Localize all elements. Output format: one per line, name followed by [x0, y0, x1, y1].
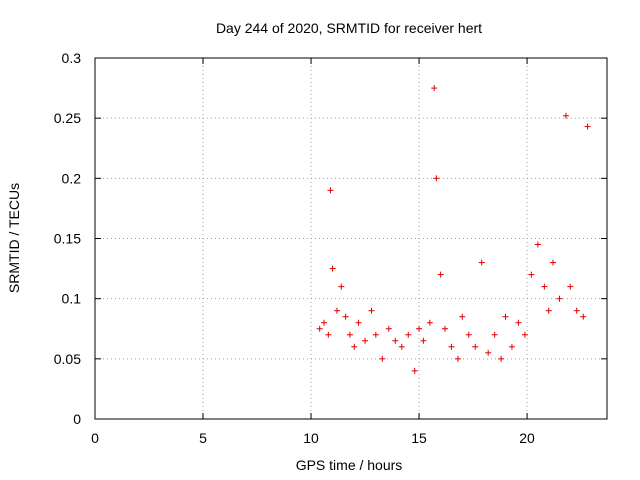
data-point: [491, 331, 498, 338]
data-point: [573, 307, 580, 314]
data-point: [316, 325, 323, 332]
data-point: [567, 283, 574, 290]
grid: [95, 58, 607, 419]
data-point: [368, 307, 375, 314]
data-point: [405, 331, 412, 338]
data-point: [521, 331, 528, 338]
x-tick-label: 10: [303, 430, 319, 446]
data-point: [411, 367, 418, 374]
data-point: [431, 85, 438, 92]
data-point: [448, 343, 455, 350]
x-tick-label: 15: [411, 430, 427, 446]
data-point: [502, 313, 509, 320]
data-point: [420, 337, 427, 344]
data-point: [329, 265, 336, 272]
data-point: [392, 337, 399, 344]
data-point: [485, 349, 492, 356]
data-point: [549, 259, 556, 266]
x-tick-label: 20: [519, 430, 535, 446]
data-point: [355, 319, 362, 326]
x-axis-ticks: 0 5 10 15 20: [91, 58, 535, 446]
data-point: [541, 283, 548, 290]
data-point: [416, 325, 423, 332]
y-tick-label: 0.2: [62, 170, 82, 186]
data-point: [459, 313, 466, 320]
data-point: [498, 355, 505, 362]
data-point: [338, 283, 345, 290]
data-point: [580, 313, 587, 320]
data-point: [342, 313, 349, 320]
data-point: [372, 331, 379, 338]
y-tick-label: 0.3: [62, 50, 82, 66]
y-axis-label: SRMTID / TECUs: [6, 183, 22, 293]
y-tick-label: 0.15: [54, 231, 81, 247]
y-tick-label: 0.25: [54, 110, 81, 126]
x-axis-label: GPS time / hours: [296, 457, 403, 473]
y-tick-label: 0.05: [54, 351, 81, 367]
data-point: [534, 241, 541, 248]
data-point: [351, 343, 358, 350]
data-point: [385, 325, 392, 332]
data-point: [320, 319, 327, 326]
data-point: [379, 355, 386, 362]
x-tick-label: 0: [91, 430, 99, 446]
data-points: [316, 85, 591, 374]
data-point: [327, 187, 334, 194]
data-point: [454, 355, 461, 362]
data-point: [465, 331, 472, 338]
y-tick-label: 0.1: [62, 291, 82, 307]
data-point: [441, 325, 448, 332]
data-point: [362, 337, 369, 344]
y-tick-label: 0: [73, 411, 81, 427]
x-tick-label: 5: [199, 430, 207, 446]
data-point: [398, 343, 405, 350]
data-point: [346, 331, 353, 338]
data-point: [472, 343, 479, 350]
data-point: [433, 175, 440, 182]
chart-title: Day 244 of 2020, SRMTID for receiver her…: [216, 20, 482, 36]
data-point: [325, 331, 332, 338]
data-point: [556, 295, 563, 302]
data-point: [528, 271, 535, 278]
data-point: [508, 343, 515, 350]
data-point: [562, 112, 569, 119]
data-point: [584, 123, 591, 130]
data-point: [426, 319, 433, 326]
data-point: [478, 259, 485, 266]
data-point: [515, 319, 522, 326]
data-point: [333, 307, 340, 314]
data-point: [437, 271, 444, 278]
y-axis-ticks: 0 0.05 0.1 0.15 0.2 0.25 0.3: [54, 50, 607, 427]
data-point: [545, 307, 552, 314]
